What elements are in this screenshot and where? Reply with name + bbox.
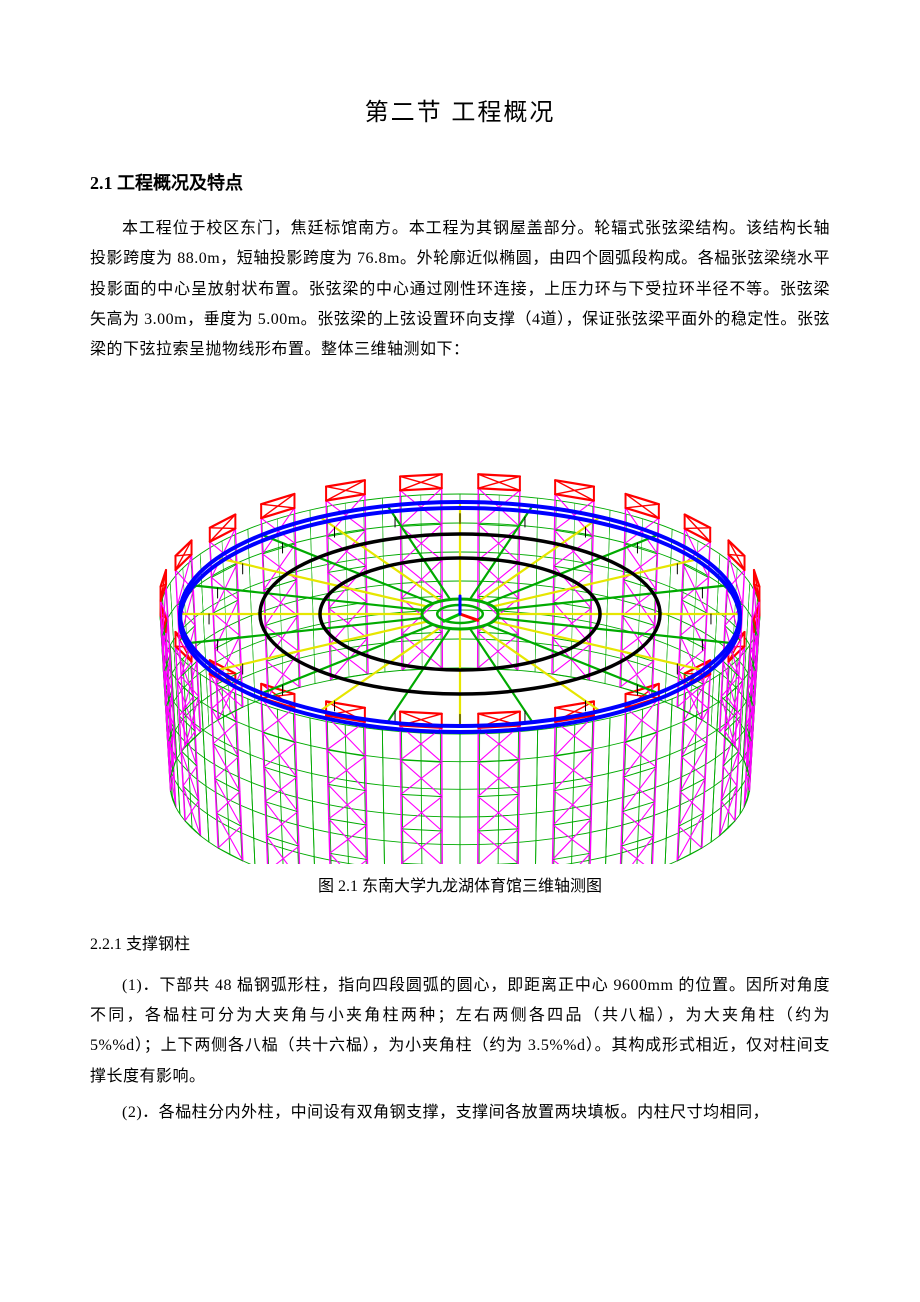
paragraph-2-2-1-item-1: (1)．下部共 48 榀钢弧形柱，指向四段圆弧的圆心，即距离正中心 9600mm… [90,971,830,1093]
figure-caption: 图 2.1 东南大学九龙湖体育馆三维轴测图 [90,872,830,902]
paragraph-2-2-1-item-2: (2)．各榀柱分内外柱，中间设有双角钢支撑，支撑间各放置两块填板。内柱尺寸均相同… [90,1098,830,1128]
heading-2-1: 2.1 工程概况及特点 [90,166,830,200]
figure-svg [130,384,790,864]
paragraph-2-1: 本工程位于校区东门，焦廷标馆南方。本工程为其钢屋盖部分。轮辐式张弦梁结构。该结构… [90,214,830,366]
heading-2-2-1: 2.2.1 支撑钢柱 [90,930,830,960]
section-title: 第二节 工程概况 [90,90,830,136]
figure-2-1 [90,384,830,864]
